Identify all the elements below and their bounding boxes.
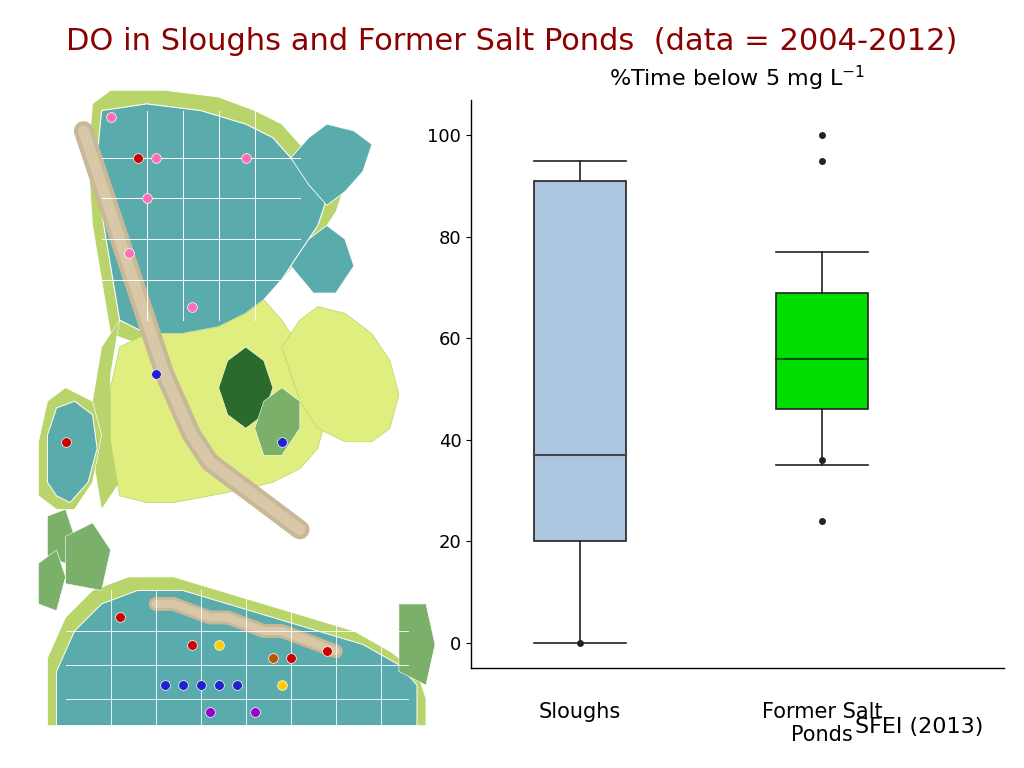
Text: DO in Sloughs and Former Salt Ponds  (data = 2004-2012): DO in Sloughs and Former Salt Ponds (dat… — [67, 27, 957, 56]
Polygon shape — [97, 104, 327, 333]
Polygon shape — [47, 509, 75, 564]
Polygon shape — [39, 550, 66, 611]
Title: %Time below 5 mg L$^{-1}$: %Time below 5 mg L$^{-1}$ — [609, 64, 865, 93]
Polygon shape — [255, 388, 300, 455]
Polygon shape — [47, 577, 426, 726]
Polygon shape — [282, 306, 399, 442]
Polygon shape — [47, 401, 97, 502]
Polygon shape — [219, 347, 272, 429]
Polygon shape — [66, 523, 111, 591]
Text: Former Salt
Ponds: Former Salt Ponds — [762, 702, 883, 746]
Text: Sloughs: Sloughs — [539, 702, 622, 722]
Text: SFEI (2013): SFEI (2013) — [855, 717, 983, 737]
Polygon shape — [92, 320, 120, 509]
Polygon shape — [111, 300, 327, 502]
Polygon shape — [399, 604, 435, 685]
Polygon shape — [39, 388, 101, 509]
Bar — [776, 293, 868, 409]
Polygon shape — [291, 124, 372, 205]
Polygon shape — [291, 226, 354, 293]
Bar — [534, 181, 626, 541]
Polygon shape — [88, 91, 345, 347]
Polygon shape — [56, 591, 417, 726]
